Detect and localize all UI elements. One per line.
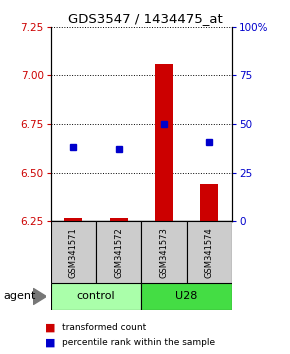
Bar (142, 283, 232, 310)
Bar (200, 184, 218, 221)
Bar (64, 218, 82, 221)
Text: ■: ■ (45, 338, 55, 348)
Text: percentile rank within the sample: percentile rank within the sample (62, 338, 215, 347)
Polygon shape (33, 289, 46, 304)
Text: GSM341571: GSM341571 (69, 227, 78, 278)
Text: GDS3547 / 1434475_at: GDS3547 / 1434475_at (68, 12, 222, 25)
Bar (96, 221, 142, 283)
Bar (110, 218, 128, 221)
Text: U28: U28 (175, 291, 198, 302)
Text: GSM341574: GSM341574 (205, 227, 214, 278)
Bar (187, 221, 232, 283)
Bar (142, 221, 187, 283)
Text: transformed count: transformed count (62, 323, 147, 332)
Text: control: control (77, 291, 115, 302)
Text: agent: agent (3, 291, 35, 302)
Bar (51, 221, 96, 283)
Bar (51, 283, 142, 310)
Bar (155, 64, 173, 221)
Text: GSM341573: GSM341573 (160, 227, 168, 278)
Text: ■: ■ (45, 322, 55, 332)
Text: GSM341572: GSM341572 (114, 227, 123, 278)
